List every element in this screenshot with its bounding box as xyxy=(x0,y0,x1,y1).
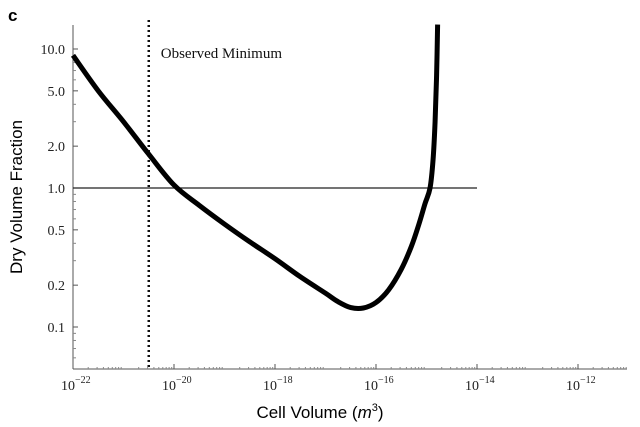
plot-area: Observed Minimum xyxy=(70,20,477,369)
y-tick-label: 1.0 xyxy=(48,182,66,197)
panel-label: c xyxy=(8,6,17,25)
x-tick-label: 10−20 xyxy=(162,375,192,394)
y-tick-label: 0.5 xyxy=(48,224,66,239)
y-tick-label: 5.0 xyxy=(48,85,66,100)
y-axis-label: Dry Volume Fraction xyxy=(7,120,26,274)
y-tick-label: 0.2 xyxy=(48,279,66,294)
y-tick-label: 10.0 xyxy=(41,43,66,58)
x-axis-label: Cell Volume (m3) xyxy=(256,402,383,422)
x-tick-label: 10−12 xyxy=(566,375,596,394)
x-axis-label-unit: m xyxy=(358,403,372,422)
y-tick-label: 2.0 xyxy=(48,140,66,155)
observed-minimum-label: Observed Minimum xyxy=(161,46,283,62)
x-tick-label: 10−18 xyxy=(263,375,293,394)
x-tick-label: 10−16 xyxy=(364,375,394,394)
x-tick-label: 10−22 xyxy=(61,375,91,394)
x-axis-label-close: ) xyxy=(378,403,384,422)
x-tick-label: 10−14 xyxy=(465,375,495,394)
x-axis-label-exp: 3 xyxy=(372,402,378,414)
x-axis-label-text: Cell Volume ( xyxy=(256,403,357,422)
axes: 10.0 5.0 2.0 1.0 0.5 0.2 0.1 10−22 10−20 10−18 10−… xyxy=(41,25,627,394)
y-tick-label: 0.1 xyxy=(48,321,66,336)
series-line-dry-volume-fraction xyxy=(70,24,441,312)
